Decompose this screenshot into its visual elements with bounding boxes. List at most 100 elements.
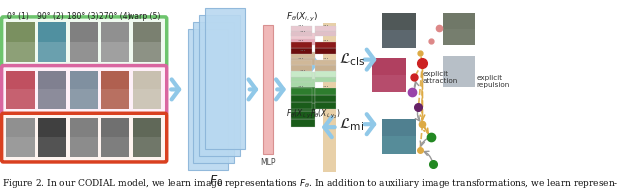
Bar — [291, 31, 312, 36]
FancyBboxPatch shape — [2, 66, 167, 114]
Bar — [101, 137, 129, 157]
Bar — [443, 29, 475, 45]
Bar — [372, 58, 406, 92]
Bar — [291, 111, 315, 119]
Text: $F_0$: $F_0$ — [209, 174, 223, 189]
Bar — [315, 42, 336, 48]
FancyBboxPatch shape — [2, 17, 167, 67]
Bar — [291, 58, 315, 65]
Bar — [315, 48, 336, 54]
Bar — [315, 60, 336, 65]
Text: ...: ... — [300, 66, 306, 72]
Bar — [70, 137, 98, 157]
Bar — [291, 76, 312, 82]
Text: $\mathcal{L}_{\mathrm{mi}}$: $\mathcal{L}_{\mathrm{mi}}$ — [339, 116, 364, 133]
Text: Figure 2. In our CODIAL model, we learn image representations $F_\theta$. In add: Figure 2. In our CODIAL model, we learn … — [2, 177, 618, 190]
Bar — [38, 137, 67, 157]
Bar — [382, 119, 416, 154]
Bar — [291, 33, 315, 39]
Bar — [6, 22, 35, 62]
Text: ...: ... — [322, 21, 329, 27]
Bar — [132, 118, 161, 157]
Text: $\mathcal{L}_{\mathrm{cls}}$: $\mathcal{L}_{\mathrm{cls}}$ — [339, 51, 365, 68]
Bar — [291, 71, 312, 76]
Bar — [291, 52, 315, 58]
Bar — [291, 42, 312, 48]
Bar — [291, 39, 315, 45]
Bar — [38, 22, 67, 62]
Bar — [291, 95, 312, 102]
Bar — [382, 30, 416, 48]
Bar — [315, 65, 336, 71]
Bar — [101, 42, 129, 62]
Bar — [6, 118, 35, 157]
Bar — [372, 74, 406, 92]
Bar — [132, 71, 161, 109]
Bar — [6, 42, 35, 62]
Bar — [6, 137, 35, 157]
Text: explicit
attraction: explicit attraction — [422, 71, 458, 84]
FancyBboxPatch shape — [2, 113, 167, 162]
Text: 90° (2): 90° (2) — [37, 12, 63, 21]
Bar — [38, 118, 67, 157]
Text: explicit
repulsion: explicit repulsion — [477, 74, 510, 88]
Bar — [443, 13, 475, 45]
Text: 0° (1): 0° (1) — [7, 12, 29, 21]
Bar — [315, 71, 336, 76]
Text: ...: ... — [300, 27, 306, 33]
Bar — [315, 88, 336, 95]
Bar — [199, 15, 239, 156]
Bar — [315, 31, 336, 36]
Bar — [132, 22, 161, 62]
Bar — [382, 13, 416, 48]
Text: $F_\theta(X_{i,y_1})$: $F_\theta(X_{i,y_1})$ — [285, 107, 316, 120]
Bar — [291, 88, 312, 95]
Bar — [101, 71, 129, 109]
Text: ...: ... — [298, 36, 305, 42]
Text: ...: ... — [300, 46, 306, 52]
Bar — [291, 26, 312, 31]
Bar — [70, 118, 98, 157]
Bar — [132, 89, 161, 109]
Bar — [330, 23, 336, 172]
Bar — [70, 89, 98, 109]
Bar — [291, 95, 315, 103]
Bar — [291, 87, 315, 95]
Bar — [315, 102, 336, 109]
Bar — [6, 71, 35, 109]
Bar — [315, 95, 336, 102]
Text: ...: ... — [298, 21, 305, 27]
Bar — [101, 22, 129, 62]
Text: $F_\theta(X_{i,y})$: $F_\theta(X_{i,y})$ — [286, 11, 319, 24]
Bar — [101, 118, 129, 157]
Text: ...: ... — [322, 82, 329, 88]
Bar — [291, 103, 315, 111]
Text: ...: ... — [322, 54, 329, 60]
Bar — [291, 80, 315, 87]
Bar — [70, 71, 98, 109]
Bar — [132, 137, 161, 157]
Bar — [205, 8, 245, 149]
Bar — [6, 89, 35, 109]
Bar — [263, 25, 273, 154]
Text: ...: ... — [298, 54, 305, 60]
Bar — [70, 22, 98, 62]
Bar — [38, 89, 67, 109]
Bar — [38, 71, 67, 109]
Bar — [101, 89, 129, 109]
Text: warp (5): warp (5) — [128, 12, 160, 21]
Bar — [132, 42, 161, 62]
Bar — [443, 56, 475, 87]
Bar — [291, 119, 315, 127]
Bar — [315, 26, 336, 31]
Text: 270° (4): 270° (4) — [99, 12, 131, 21]
Text: 180° (3): 180° (3) — [67, 12, 99, 21]
Bar — [70, 42, 98, 62]
Text: $F_\theta(X_{i,y_2})$: $F_\theta(X_{i,y_2})$ — [310, 107, 340, 120]
Bar — [291, 72, 315, 80]
Bar — [382, 136, 416, 154]
Bar — [315, 76, 336, 82]
Bar — [291, 102, 312, 109]
Text: ...: ... — [298, 82, 305, 88]
Bar — [291, 65, 312, 71]
